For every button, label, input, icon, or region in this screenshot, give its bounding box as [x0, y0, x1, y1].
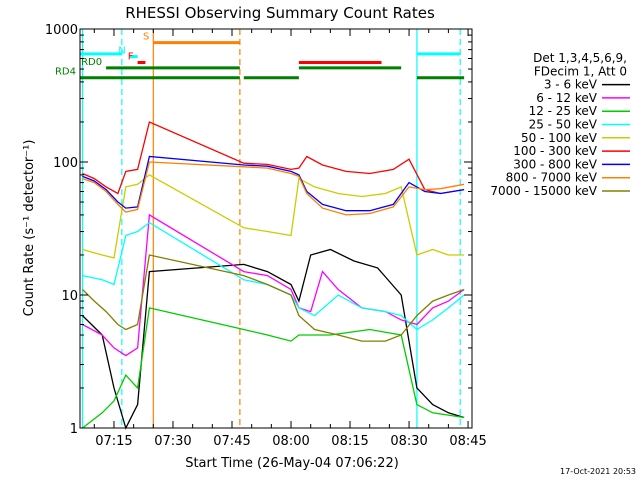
- y-tick-label: 1000: [45, 23, 78, 38]
- x-tick-label: 07:15: [95, 434, 132, 449]
- series-line-25-50-kev: [82, 221, 465, 331]
- series-line-50-100-kev: [82, 174, 465, 259]
- legend: Det 1,3,4,5,6,9,FDecim 1, Att 03 - 6 keV…: [490, 51, 630, 198]
- x-axis-ticks: 07:15 07:30 07:45 08:00 08:15 08:30 08:45: [93, 29, 487, 449]
- legend-label-50-100-kev: 50 - 100 keV: [521, 131, 598, 145]
- series-line-6-12-kev: [82, 213, 465, 357]
- legend-label-100-300-kev: 100 - 300 keV: [513, 144, 597, 158]
- legend-title-line: FDecim 1, Att 0: [534, 64, 627, 78]
- x-tick-label: 07:45: [213, 434, 250, 449]
- timestamp: 17-Oct-2021 20:53: [560, 467, 636, 476]
- series-line-100-300-kev: [82, 121, 465, 195]
- y-tick-label: 100: [53, 156, 78, 171]
- flag-label-rd0: RD0: [81, 57, 102, 68]
- flag-label-f: F: [128, 51, 134, 62]
- legend-label-25-50-kev: 25 - 50 keV: [529, 118, 598, 132]
- chart-title: RHESSI Observing Summary Count Rates: [125, 4, 435, 22]
- y-tick-label: 1: [70, 422, 78, 437]
- flag-label-rd4: RD4: [55, 67, 76, 78]
- y-axis-label: Count Rate (s⁻¹ detector⁻¹): [22, 140, 37, 317]
- x-axis-label: Start Time (26-May-04 07:06:22): [185, 456, 399, 471]
- legend-label-7000-15000-kev: 7000 - 15000 keV: [490, 184, 597, 198]
- legend-label-12-25-kev: 12 - 25 keV: [529, 104, 598, 118]
- plot-frame: [79, 28, 473, 429]
- legend-label-300-800-kev: 300 - 800 keV: [513, 157, 597, 171]
- plot-area: S NF RD0 RD4: [55, 29, 465, 430]
- x-tick-label: 08:30: [390, 434, 427, 449]
- flag-label-s: S: [143, 32, 149, 43]
- y-tick-label: 10: [61, 289, 78, 304]
- series-line-7000-15000-kev: [82, 254, 465, 342]
- legend-label-800-7000-kev: 800 - 7000 keV: [506, 171, 598, 185]
- series-line-300-800-kev: [82, 155, 465, 212]
- legend-label-6-12-kev: 6 - 12 keV: [536, 91, 598, 105]
- x-tick-label: 07:30: [154, 434, 191, 449]
- legend-label-3-6-kev: 3 - 6 keV: [544, 78, 598, 92]
- series-line-12-25-kev: [82, 307, 465, 429]
- flag-label-n: N: [118, 46, 125, 57]
- x-tick-label: 08:15: [331, 434, 368, 449]
- x-tick-label: 08:00: [272, 434, 309, 449]
- y-axis-ticks: 1 10 100 1000: [45, 23, 472, 437]
- series-line-800-7000-kev: [82, 161, 465, 216]
- legend-title-line: Det 1,3,4,5,6,9,: [533, 51, 627, 65]
- x-tick-label: 08:45: [449, 434, 486, 449]
